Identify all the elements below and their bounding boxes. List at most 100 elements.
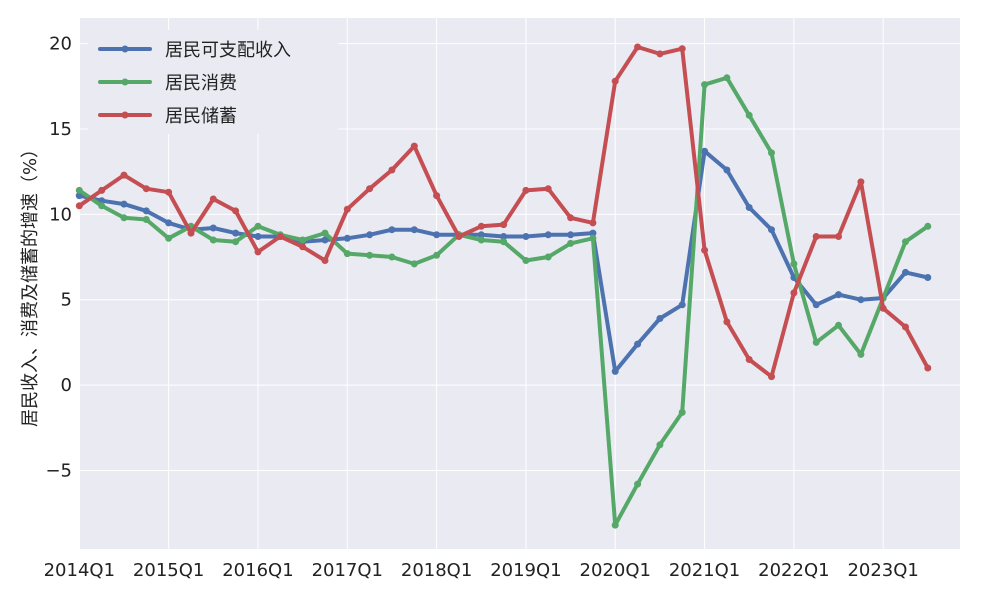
x-tick-label: 2014Q1 (44, 560, 115, 581)
data-point (299, 243, 307, 251)
data-point (410, 142, 418, 150)
data-point (656, 50, 664, 58)
data-point (433, 192, 441, 200)
data-point (656, 441, 664, 449)
data-point (768, 226, 775, 234)
data-point (745, 111, 753, 119)
data-point (477, 222, 485, 230)
data-point (634, 480, 642, 488)
y-tick-label: 5 (61, 290, 72, 311)
data-point (299, 236, 307, 244)
x-tick-label: 2020Q1 (580, 560, 651, 581)
legend-label: 居民消费 (165, 73, 237, 94)
data-point (924, 364, 932, 372)
data-point (142, 216, 150, 223)
data-point (522, 186, 530, 194)
x-tick-label: 2023Q1 (847, 560, 918, 581)
y-tick-label: 20 (49, 34, 72, 55)
data-point (522, 257, 530, 264)
data-point (589, 229, 597, 237)
x-tick-label: 2016Q1 (222, 560, 293, 581)
data-point (209, 224, 217, 232)
data-point (790, 289, 798, 297)
data-point (611, 367, 619, 375)
data-point (410, 226, 418, 234)
axes: −5 0 5 10 15 20 2014Q1 2015Q1 2016Q1 2017Q1 2018Q1… (44, 34, 919, 581)
data-point (879, 304, 887, 312)
data-point (835, 321, 842, 329)
data-point (634, 340, 642, 348)
data-point (209, 195, 217, 203)
data-point (433, 231, 441, 239)
data-point (544, 231, 552, 239)
data-point (120, 200, 128, 208)
x-tick-label: 2015Q1 (133, 560, 204, 581)
legend-marker (121, 45, 129, 53)
data-point (768, 373, 775, 381)
data-point (410, 260, 418, 268)
data-point (857, 350, 865, 358)
data-point (678, 45, 686, 53)
data-point (366, 231, 374, 239)
data-point (924, 274, 932, 281)
data-point (366, 251, 374, 259)
data-point (433, 251, 441, 259)
data-point (857, 296, 865, 304)
data-point (611, 77, 619, 85)
legend-marker (121, 111, 129, 119)
y-tick-label: 15 (49, 119, 72, 140)
data-point (209, 236, 217, 244)
data-point (902, 268, 909, 276)
data-point (567, 214, 575, 222)
data-point (232, 238, 240, 246)
data-point (790, 260, 798, 268)
data-point (187, 229, 195, 237)
data-point (701, 147, 709, 155)
data-point (544, 253, 552, 261)
data-point (745, 356, 753, 363)
data-point (142, 185, 150, 193)
data-point (321, 257, 329, 264)
y-tick-label: 10 (49, 204, 72, 225)
data-point (254, 222, 262, 230)
y-tick-label: −5 (45, 460, 72, 481)
data-point (567, 231, 575, 239)
data-point (388, 226, 396, 234)
data-point (812, 301, 820, 309)
data-point (902, 323, 909, 331)
data-point (254, 233, 262, 240)
data-point (366, 185, 374, 193)
series-group (75, 43, 932, 529)
data-point (812, 233, 820, 240)
x-tick-label: 2021Q1 (669, 560, 740, 581)
data-point (142, 207, 150, 215)
data-point (701, 81, 709, 89)
data-point (768, 149, 775, 157)
data-point (567, 239, 575, 247)
data-point (98, 186, 106, 194)
legend-marker (121, 78, 129, 86)
data-point (723, 166, 731, 174)
data-point (455, 233, 463, 240)
data-point (835, 291, 842, 299)
data-point (723, 74, 731, 82)
x-tick-label: 2017Q1 (312, 560, 383, 581)
data-point (343, 205, 351, 213)
data-point (120, 214, 128, 222)
data-point (634, 43, 642, 51)
x-tick-label: 2019Q1 (490, 560, 561, 581)
data-point (75, 186, 83, 194)
data-point (232, 207, 240, 215)
data-point (477, 231, 485, 239)
data-point (701, 246, 709, 254)
data-point (477, 236, 485, 244)
data-point (276, 233, 284, 240)
data-point (254, 248, 262, 256)
data-point (902, 238, 909, 246)
x-tick-label: 2022Q1 (758, 560, 829, 581)
data-point (544, 185, 552, 193)
data-point (723, 318, 731, 326)
